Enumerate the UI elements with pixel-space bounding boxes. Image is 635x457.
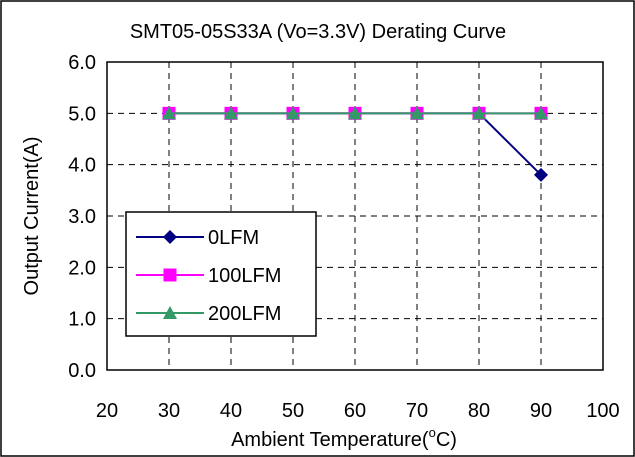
x-tick-label-0: 20: [96, 400, 118, 422]
y-axis-label: Output Current(A): [21, 137, 43, 296]
point-200LFM-40: [224, 106, 238, 120]
legend: 0LFM 100LFM 200LFM: [125, 211, 317, 337]
x-tick-label-8: 100: [586, 400, 619, 422]
y-tick-label-2: 2.0: [68, 257, 96, 279]
point-0LFM-90: [534, 167, 548, 182]
y-tick-label-4: 4.0: [68, 155, 96, 177]
legend-label-100LFM: 100LFM: [208, 265, 281, 287]
x-axis-ticks: 20 30 40 50 60 70 80 90 100: [96, 400, 620, 422]
x-tick-label-7: 90: [530, 400, 552, 422]
y-tick-label-1: 1.0: [68, 309, 96, 331]
x-tick-label-5: 70: [406, 400, 428, 422]
plot-area: [106, 61, 604, 371]
point-200LFM-70: [410, 106, 424, 120]
legend-label-200LFM: 200LFM: [208, 303, 281, 325]
y-tick-label-3: 3.0: [68, 206, 96, 228]
y-tick-label-5: 5.0: [68, 103, 96, 125]
x-axis-label-end: C): [436, 429, 457, 451]
legend-marker-0LFM: [163, 230, 177, 244]
y-tick-label-0: 0.0: [68, 360, 96, 382]
x-tick-label-6: 80: [468, 400, 490, 422]
point-200LFM-80: [472, 106, 486, 120]
y-axis-ticks: 0.0 1.0 2.0 3.0 4.0 5.0 6.0: [68, 52, 96, 382]
point-200LFM-90: [534, 106, 548, 120]
point-200LFM-50: [286, 106, 300, 120]
series-layer: [162, 106, 548, 182]
legend-label-0LFM: 0LFM: [208, 227, 259, 249]
chart-title: SMT05-05S33A (Vo=3.3V) Derating Curve: [130, 21, 506, 43]
x-tick-label-3: 50: [282, 400, 304, 422]
x-tick-label-2: 40: [220, 400, 242, 422]
legend-marker-100LFM: [163, 268, 177, 282]
x-axis-label-main: Ambient Temperature(: [231, 429, 429, 451]
x-axis-label-sup: o: [429, 425, 436, 440]
series-200LFM: [162, 106, 548, 120]
x-tick-label-1: 30: [158, 400, 180, 422]
x-tick-label-4: 60: [344, 400, 366, 422]
point-200LFM-60: [348, 106, 362, 120]
point-200LFM-30: [162, 106, 176, 120]
y-tick-label-6: 6.0: [68, 52, 96, 74]
x-axis-label: Ambient Temperature(oC): [231, 425, 457, 451]
legend-marker-200LFM: [163, 306, 177, 319]
